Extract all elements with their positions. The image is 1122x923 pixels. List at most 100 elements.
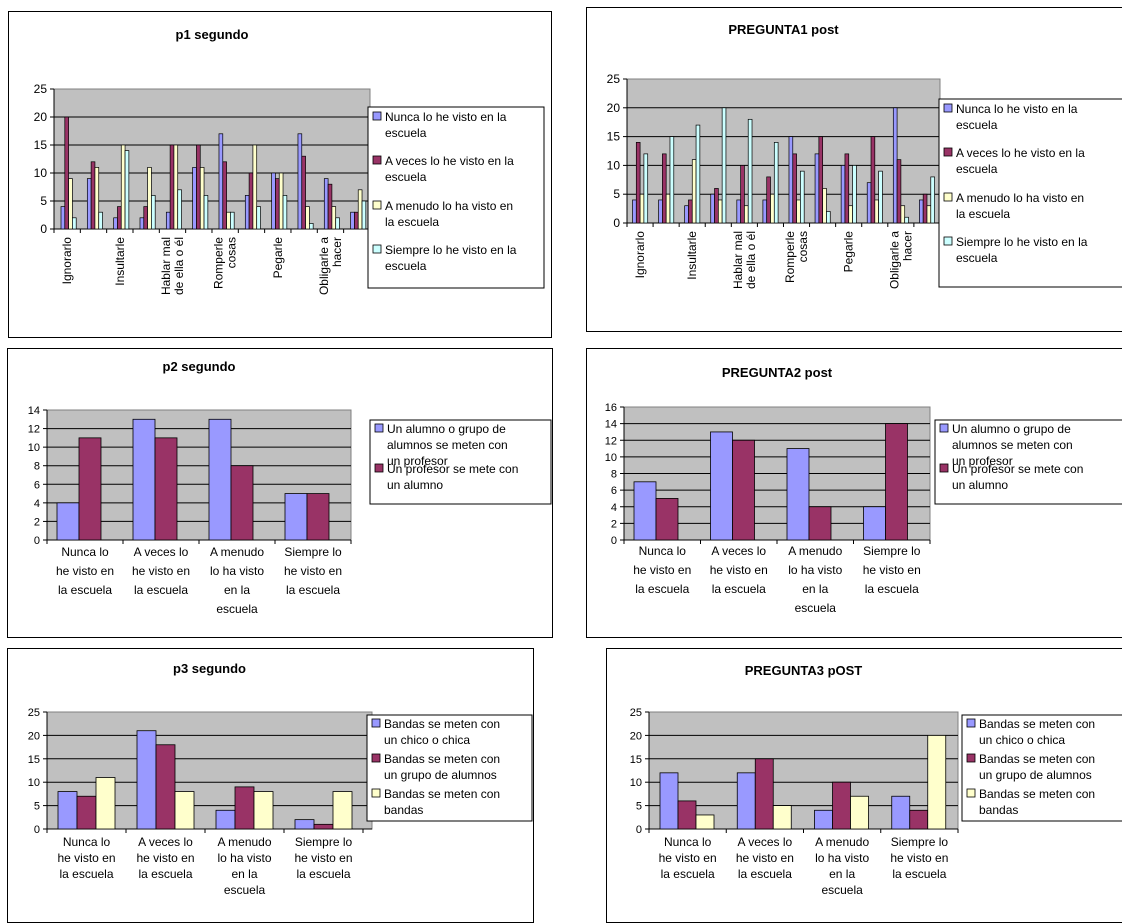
y-tick-label: 8 bbox=[611, 469, 617, 481]
legend-swatch bbox=[943, 236, 953, 246]
bar bbox=[721, 107, 727, 224]
y-tick-label: 25 bbox=[630, 707, 642, 719]
x-tick-label: hacer bbox=[900, 231, 914, 261]
y-tick-label: 0 bbox=[40, 222, 47, 236]
bar bbox=[173, 144, 179, 230]
legend-swatch bbox=[939, 463, 949, 473]
y-tick-label: 12 bbox=[28, 424, 40, 436]
x-tick-label: en la bbox=[829, 867, 855, 881]
x-tick-label: Ignorarlo bbox=[633, 231, 647, 279]
legend bbox=[934, 419, 1122, 505]
legend-label: alumnos se meten con bbox=[387, 438, 508, 452]
bar bbox=[68, 178, 73, 230]
bar bbox=[900, 205, 906, 224]
legend-label: escuela bbox=[956, 118, 998, 132]
y-tick-label: 0 bbox=[613, 216, 620, 230]
bar bbox=[677, 800, 697, 830]
chart-title: p2 segundo bbox=[163, 359, 236, 374]
legend-swatch bbox=[372, 111, 382, 121]
legend-label: A menudo lo ha visto en bbox=[956, 191, 1084, 205]
bar bbox=[822, 188, 827, 224]
x-tick-label: Pegarle bbox=[271, 237, 285, 279]
x-tick-label: Hablar mal bbox=[731, 231, 745, 289]
legend-label: Bandas se meten con bbox=[979, 717, 1095, 731]
bar bbox=[714, 188, 719, 224]
bar bbox=[844, 153, 850, 224]
bar bbox=[863, 506, 886, 541]
x-tick-label: he visto en bbox=[136, 851, 194, 865]
legend-swatch bbox=[371, 753, 381, 763]
x-tick-label: he visto en bbox=[57, 851, 115, 865]
legend-label: A veces lo he visto en la bbox=[385, 154, 514, 168]
x-tick-label: he visto en bbox=[863, 563, 921, 577]
y-tick-label: 0 bbox=[34, 535, 40, 547]
x-tick-label: la escuela bbox=[286, 583, 340, 597]
bar bbox=[234, 786, 255, 830]
bar bbox=[151, 195, 156, 230]
bar bbox=[155, 744, 176, 830]
chart-svg: PREGUNTA2 post 0 2 4 6 8 10 12 14 16 Nunca lo he vi… bbox=[605, 365, 1122, 615]
x-tick-label: Hablar mal bbox=[159, 237, 173, 295]
x-tick-label: Nunca lo bbox=[639, 544, 687, 558]
x-tick-label: Pegarle bbox=[842, 231, 856, 273]
legend bbox=[938, 98, 1122, 288]
bar bbox=[691, 159, 697, 224]
bar bbox=[124, 150, 130, 230]
x-tick-label: hacer bbox=[330, 237, 344, 267]
bar bbox=[710, 193, 715, 224]
x-tick-label: Nunca lo bbox=[63, 835, 111, 849]
y-tick-label: 2 bbox=[611, 518, 617, 530]
y-tick-label: 2 bbox=[34, 516, 40, 528]
bar bbox=[117, 206, 122, 230]
y-tick-label: 4 bbox=[34, 498, 40, 510]
bar bbox=[215, 809, 236, 830]
chart-p1-segundo: p1 segundo 0 5 10 15 20 25 Ignorarlo Insultarle H… bbox=[8, 11, 552, 338]
bar bbox=[770, 193, 775, 224]
legend-label: Bandas se meten con bbox=[384, 717, 500, 731]
bar bbox=[357, 189, 363, 230]
bar bbox=[736, 199, 741, 224]
bar bbox=[635, 142, 641, 224]
bar bbox=[639, 193, 645, 224]
legend-label: escuela bbox=[385, 170, 427, 184]
bar bbox=[662, 153, 667, 224]
plot-area bbox=[626, 78, 941, 224]
chart-title: PREGUNTA3 pOST bbox=[745, 663, 863, 678]
bar bbox=[90, 161, 96, 230]
legend-label: escuela bbox=[956, 162, 998, 176]
bar bbox=[891, 795, 911, 830]
x-tick-label: la escuela bbox=[296, 867, 350, 881]
bar bbox=[710, 431, 733, 541]
legend-swatch bbox=[372, 200, 382, 210]
legend-label: Bandas se meten con bbox=[384, 752, 500, 766]
legend bbox=[961, 714, 1122, 822]
bar bbox=[278, 172, 284, 230]
x-tick-label: A menudo bbox=[217, 835, 271, 849]
bar bbox=[922, 193, 928, 224]
legend-label: A menudo lo ha visto en bbox=[385, 199, 513, 213]
bar bbox=[284, 493, 308, 541]
x-tick-label: la escuela bbox=[892, 867, 946, 881]
bar bbox=[113, 217, 118, 230]
legend-label: A veces lo he visto en la bbox=[956, 146, 1085, 160]
bar bbox=[643, 153, 649, 224]
y-tick-label: 14 bbox=[605, 419, 617, 431]
x-tick-label: A menudo bbox=[815, 835, 869, 849]
legend-swatch bbox=[943, 147, 953, 157]
x-tick-label: en la bbox=[231, 867, 257, 881]
legend-swatch bbox=[374, 423, 384, 433]
legend-label: un grupo de alumnos bbox=[979, 768, 1092, 782]
legend-label: un alumno bbox=[387, 478, 443, 492]
chart-p3-segundo: p3 segundo 0 5 10 15 20 25 Nunca lo he visto en l… bbox=[7, 648, 534, 923]
bar bbox=[177, 189, 182, 230]
bar bbox=[788, 136, 794, 224]
x-tick-label: cosas bbox=[796, 231, 810, 262]
y-tick-label: 0 bbox=[34, 824, 40, 836]
x-tick-label: he visto en bbox=[284, 564, 342, 578]
y-tick-label: 15 bbox=[607, 130, 621, 144]
bar bbox=[740, 165, 745, 224]
bar bbox=[275, 178, 280, 230]
bar bbox=[840, 165, 846, 224]
x-tick-label: A menudo bbox=[788, 544, 842, 558]
bar bbox=[688, 199, 693, 224]
